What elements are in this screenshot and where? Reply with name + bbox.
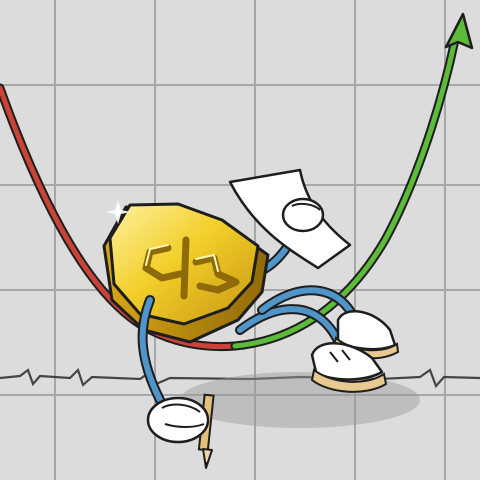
rising-green-curve-fill bbox=[232, 37, 458, 349]
sneaker-laces bbox=[329, 349, 351, 363]
stablecoin-symbol-icon bbox=[142, 236, 240, 300]
coin-symbol-highlight bbox=[145, 244, 219, 272]
pencil-icon bbox=[197, 393, 215, 469]
glove-upper bbox=[281, 197, 325, 233]
leg-front-fill bbox=[237, 306, 343, 348]
up-right-arrow-icon bbox=[444, 12, 474, 50]
arm-lower-fill bbox=[139, 297, 163, 403]
sneaker-front bbox=[310, 342, 388, 393]
leg-back-fill bbox=[259, 287, 358, 323]
glove-lower-fingers bbox=[161, 403, 205, 428]
glove-upper-finger bbox=[291, 202, 321, 211]
sparkle-icon bbox=[105, 200, 131, 224]
glove-lower bbox=[146, 396, 210, 444]
